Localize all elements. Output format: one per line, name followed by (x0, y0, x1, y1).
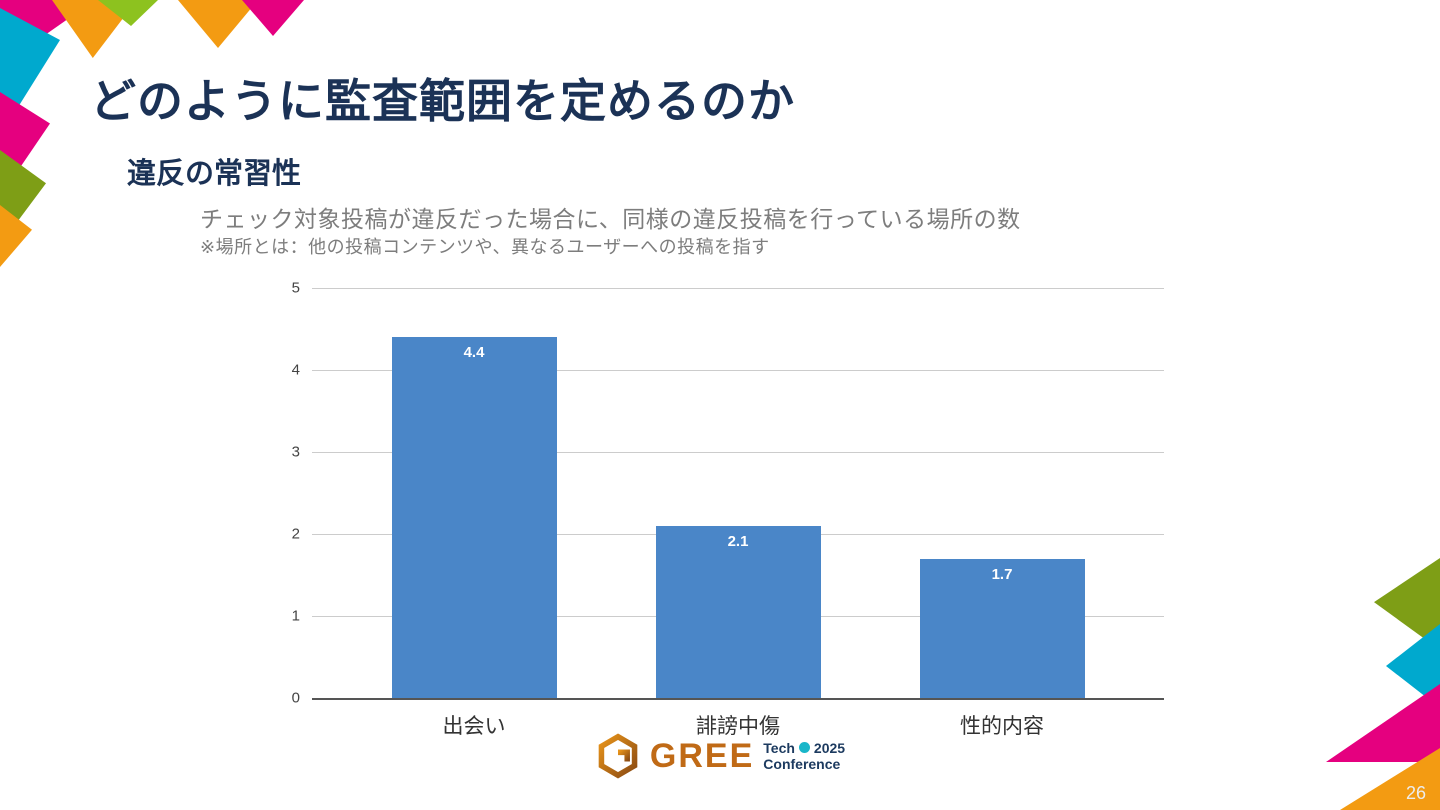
y-tick-label-3: 3 (291, 443, 300, 461)
bar-group: 1.7 性的内容 (919, 288, 1085, 738)
decor-triangle-orange-top-2 (178, 0, 258, 48)
decor-triangle-olive-right (1374, 558, 1440, 650)
x-axis-label: 出会い (442, 715, 506, 738)
bar: 2.1 (655, 525, 821, 698)
decor-triangle-orange-left (0, 205, 32, 267)
gridline-4 (312, 370, 1164, 371)
decor-triangle-green-top (98, 0, 158, 26)
decor-triangle-pink-top-2 (242, 0, 304, 36)
logo-conference-label: Conference (763, 756, 841, 772)
chart-bars: 4.4 出会い 2.1 誹謗中傷 1.7 性的内容 (312, 288, 1164, 738)
logo-line-2: Conference (763, 756, 845, 772)
y-tick-label-5: 5 (291, 279, 300, 297)
y-tick-label-4: 4 (291, 361, 300, 379)
bar-value-label: 4.4 (463, 344, 485, 362)
gree-brand-text: GREE (649, 736, 755, 775)
logo-year-label: 2025 (813, 739, 846, 756)
bar-value-label: 1.7 (991, 565, 1013, 583)
decor-triangle-olive-left (0, 150, 46, 245)
x-axis-label: 性的内容 (960, 715, 1044, 738)
slide-title: どのように監査範囲を定めるのか (90, 75, 795, 127)
y-tick-label-1: 1 (291, 607, 300, 625)
gree-logo: GREE Tech 2025 Conference (0, 733, 1440, 779)
gridline-0 (312, 698, 1164, 700)
logo-teal-dot-icon (798, 742, 810, 754)
gridline-3 (312, 452, 1164, 453)
x-axis-label: 誹謗中傷 (696, 715, 780, 738)
chart-note: ※場所とは：他の投稿コンテンツや、異なるユーザーへの投稿を指す (200, 237, 770, 257)
bar-chart: 4.4 出会い 2.1 誹謗中傷 1.7 性的内容 0 1 2 3 4 5 (292, 280, 1164, 738)
decor-triangle-pink-top-left (0, 0, 95, 55)
slide-subtitle: 違反の常習性 (127, 158, 302, 190)
decor-triangle-cyan-right (1386, 624, 1440, 708)
logo-text-block: Tech 2025 Conference (763, 740, 845, 772)
bar-value-label: 2.1 (727, 532, 749, 550)
bar-group: 2.1 誹謗中傷 (655, 288, 821, 738)
bar: 1.7 (919, 558, 1085, 698)
decor-triangle-cyan-left (0, 8, 60, 136)
decor-triangle-orange-top-1 (52, 0, 137, 58)
logo-tech-label: Tech (763, 739, 795, 756)
gridline-5 (312, 288, 1164, 289)
chart-plot: 4.4 出会い 2.1 誹謗中傷 1.7 性的内容 0 1 2 3 4 5 (292, 280, 1164, 738)
bar: 4.4 (391, 337, 557, 698)
y-tick-label-2: 2 (291, 525, 300, 543)
bar-group: 4.4 出会い (391, 288, 557, 738)
page-number: 26 (1405, 783, 1426, 803)
y-tick-label-0: 0 (291, 689, 300, 707)
decor-triangle-pink-left (0, 92, 50, 197)
chart-description: チェック対象投稿が違反だった場合に、同様の違反投稿を行っている場所の数 (200, 206, 1021, 232)
gree-hexagon-logo-icon (598, 733, 638, 779)
logo-line-1: Tech 2025 (763, 740, 845, 756)
